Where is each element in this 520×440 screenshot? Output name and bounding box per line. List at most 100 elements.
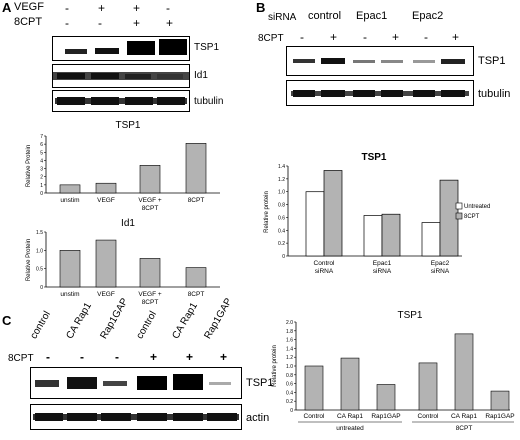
- sirna-group-label: Epac2: [412, 10, 444, 22]
- panel-a-id1-label: Id1: [194, 70, 208, 81]
- treatment-sign: +: [452, 30, 460, 44]
- bar: [139, 258, 161, 288]
- y-tick-label: 2: [40, 175, 43, 181]
- panel-a-tsp1-blot: [52, 36, 190, 61]
- legend-swatch: [455, 212, 463, 220]
- panel-a-tubulin-label: tubulin: [194, 96, 224, 107]
- y-tick-label: 0: [282, 254, 285, 260]
- y-tick-label: 1.0: [286, 364, 293, 370]
- bar: [376, 384, 396, 411]
- chart-a-tsp1: TSP1 Relative Protein 0 1 2 3 4 5 6 7 unstim VEGF…: [26, 120, 220, 212]
- bar: [340, 357, 360, 411]
- x-tick-label: VEGF +: [138, 197, 162, 204]
- treatment-sign: -: [300, 30, 304, 44]
- y-tick-label: 1.6: [286, 338, 293, 344]
- tubulin-bands: [291, 90, 469, 97]
- x-tick-label: 8CPT: [188, 197, 205, 204]
- y-tick-label: 0: [40, 191, 43, 197]
- y-tick-label: 1.5: [36, 230, 43, 236]
- x-tick-label: siRNA: [431, 268, 450, 275]
- panel-c-actin-label: actin: [246, 412, 270, 424]
- panel-c-tsp1-label: TSP1: [246, 377, 274, 389]
- panel-b-letter: B: [256, 0, 266, 15]
- y-tick-label: 1.0: [278, 190, 285, 196]
- y-tick-label: 0.8: [278, 203, 285, 209]
- y-tick-label: 0.5: [36, 267, 43, 273]
- treatment-sign: -: [424, 30, 428, 44]
- bar: [185, 143, 207, 194]
- x-tick-label: 8CPT: [188, 291, 205, 298]
- treatment-sign: +: [166, 16, 174, 30]
- treatment-sign: -: [115, 350, 119, 364]
- bar: [95, 239, 117, 288]
- y-tick-label: 6: [40, 142, 43, 148]
- bar: [305, 191, 325, 257]
- bar: [454, 333, 474, 411]
- panel-b-tsp1-label: TSP1: [478, 55, 506, 67]
- treatment-sign: -: [98, 16, 102, 30]
- chart-a-id1-title: Id1: [121, 218, 135, 229]
- y-tick-label: 7: [40, 134, 43, 140]
- x-tick-label: siRNA: [315, 268, 334, 275]
- bar: [59, 250, 81, 288]
- panel-a-vegf-label: VEGF: [14, 1, 44, 13]
- y-tick-label: 3: [40, 167, 43, 173]
- y-tick-label: 0: [290, 408, 293, 414]
- x-tick-label: CA Rap1: [337, 413, 363, 420]
- bar: [304, 365, 324, 411]
- treatment-sign: +: [133, 16, 141, 30]
- panel-b-tubulin-label: tubulin: [478, 88, 511, 100]
- y-tick-label: 0.6: [286, 382, 293, 388]
- legend-swatch: [455, 202, 463, 210]
- treatment-sign: +: [150, 350, 158, 364]
- y-tick-label: 1.4: [278, 164, 285, 170]
- chart-c-tsp1-ylabel: Relative protein: [272, 345, 278, 387]
- group-label: untreated: [336, 425, 364, 432]
- y-tick-label: 0.8: [286, 373, 293, 379]
- panel-a-tubulin-blot: [52, 90, 190, 112]
- x-tick-label: unstim: [60, 197, 79, 204]
- sirna-group-label: control: [308, 10, 342, 22]
- treatment-sign: -: [363, 30, 367, 44]
- lane-label: CA Rap1: [64, 300, 95, 341]
- x-tick-label: Control: [418, 413, 440, 420]
- x-tick-label: VEGF +: [138, 291, 162, 298]
- y-tick-label: 1.0: [36, 248, 43, 254]
- treatment-sign: +: [186, 350, 194, 364]
- panel-c-letter: C: [2, 313, 12, 328]
- y-tick-label: 0.4: [278, 228, 285, 234]
- panel-b-tubulin-blot: [286, 80, 474, 106]
- chart-a-tsp1-title: TSP1: [115, 120, 140, 131]
- treatment-sign: +: [330, 30, 338, 44]
- chart-b-tsp1-ylabel: Relative protein: [264, 191, 270, 233]
- x-tick-label: 8CPT: [142, 299, 159, 306]
- y-tick-label: 1.4: [286, 346, 293, 352]
- x-tick-label: Epac1: [373, 260, 392, 267]
- chart-a-id1: Id1 Relative Protein 0 0.5 1.0 1.5 unstim VEG…: [26, 218, 220, 306]
- panel-a-id1-blot: [52, 64, 190, 88]
- group-label: 8CPT: [456, 425, 473, 432]
- tubulin-bands: [55, 97, 187, 105]
- bar: [439, 179, 459, 257]
- panel-c-8cpt-label: 8CPT: [8, 353, 34, 364]
- actin-bands: [33, 413, 239, 421]
- y-tick-label: 1.2: [286, 355, 293, 361]
- lane-label: CA Rap1: [170, 300, 201, 341]
- panel-a-8cpt-label: 8CPT: [14, 16, 43, 28]
- treatment-sign: -: [65, 1, 69, 15]
- x-tick-label: VEGF: [97, 197, 115, 204]
- bar: [185, 267, 207, 288]
- x-tick-label: 8CPT: [142, 205, 159, 212]
- chart-b-tsp1-title: TSP1: [361, 152, 386, 163]
- bar: [95, 182, 117, 194]
- chart-a-tsp1-ylabel: Relative Protein: [26, 145, 32, 187]
- y-tick-label: 1.8: [286, 329, 293, 335]
- chart-b-tsp1: TSP1 Relative protein 0 0.2 0.4 0.6 0.8 1.0 1.…: [264, 152, 490, 275]
- x-tick-label: unstim: [60, 291, 79, 298]
- chart-a-id1-ylabel: Relative Protein: [26, 239, 32, 281]
- lane-label: control: [134, 309, 160, 341]
- y-tick-label: 1: [40, 183, 43, 189]
- treatment-sign: +: [133, 1, 141, 15]
- treatment-sign: +: [98, 1, 106, 15]
- bar: [139, 165, 161, 194]
